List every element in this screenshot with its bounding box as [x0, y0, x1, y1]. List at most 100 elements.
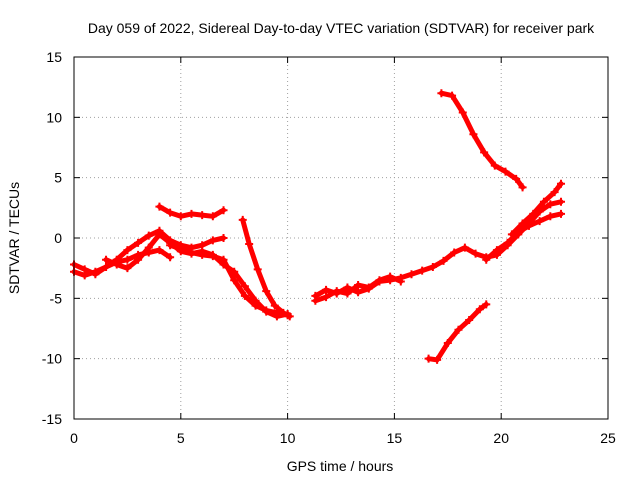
- data-point: [112, 260, 121, 269]
- data-point: [219, 255, 228, 264]
- y-tick-label: -15: [42, 411, 62, 427]
- data-point: [503, 238, 512, 247]
- data-point: [155, 202, 164, 211]
- data-point: [550, 188, 559, 197]
- series-arc-12: [424, 300, 491, 364]
- data-point: [546, 212, 555, 221]
- y-tick-label: 15: [46, 49, 62, 65]
- series-arc-10: [507, 179, 566, 239]
- data-point: [238, 215, 247, 224]
- data-point: [166, 208, 175, 217]
- axis-tick-labels: 0 5 10 15 20 25 -15 -10 -5 0 5 10 15: [42, 49, 616, 446]
- series-arc-4: [155, 202, 228, 221]
- x-tick-label: 0: [70, 430, 78, 446]
- data-point: [448, 91, 457, 100]
- data-point: [465, 316, 474, 325]
- data-point: [539, 197, 548, 206]
- data-point: [460, 243, 469, 252]
- data-point: [490, 161, 499, 170]
- data-point: [433, 355, 442, 364]
- data-point: [482, 255, 491, 264]
- plot-area: [70, 89, 566, 364]
- x-tick-label: 20: [493, 430, 509, 446]
- data-point: [482, 300, 491, 309]
- chart-title: Day 059 of 2022, Sidereal Day-to-day VTE…: [88, 20, 595, 36]
- data-point: [80, 271, 89, 280]
- data-point: [102, 255, 111, 264]
- data-point: [230, 276, 239, 285]
- x-tick-label: 5: [177, 430, 185, 446]
- x-axis-label: GPS time / hours: [287, 458, 394, 474]
- data-point: [91, 267, 100, 276]
- data-point: [475, 305, 484, 314]
- data-point: [253, 265, 262, 274]
- data-point: [240, 291, 249, 300]
- y-tick-label: 5: [54, 170, 62, 186]
- data-point: [354, 288, 363, 297]
- data-point: [507, 230, 516, 239]
- data-point: [208, 252, 217, 261]
- data-point: [176, 212, 185, 221]
- data-point: [501, 167, 510, 176]
- data-point: [262, 287, 271, 296]
- data-point: [524, 221, 533, 230]
- data-point: [208, 212, 217, 221]
- data-point: [270, 301, 279, 310]
- data-point: [166, 253, 175, 262]
- y-tick-label: -5: [50, 290, 63, 306]
- y-tick-label: 0: [54, 230, 62, 246]
- series-arc-8: [311, 272, 405, 305]
- data-point: [343, 289, 352, 298]
- data-point: [458, 108, 467, 117]
- x-tick-label: 25: [600, 430, 616, 446]
- series-arc-11: [437, 89, 527, 192]
- data-point: [262, 306, 271, 315]
- data-point: [219, 206, 228, 215]
- data-point: [322, 293, 331, 302]
- data-point: [176, 244, 185, 253]
- data-point: [134, 238, 143, 247]
- series-line: [509, 181, 564, 237]
- data-point: [454, 325, 463, 334]
- data-point: [535, 217, 544, 226]
- data-point: [407, 270, 416, 279]
- series-arc-6: [238, 215, 294, 321]
- data-point: [439, 256, 448, 265]
- series-line: [71, 247, 173, 278]
- data-point: [557, 179, 566, 188]
- data-point: [123, 246, 132, 255]
- data-point: [480, 148, 489, 157]
- data-point: [512, 174, 521, 183]
- x-tick-label: 15: [387, 430, 403, 446]
- data-point: [208, 236, 217, 245]
- axis-ticks: [73, 56, 609, 420]
- data-point: [245, 240, 254, 249]
- data-point: [187, 209, 196, 218]
- data-point: [311, 296, 320, 305]
- data-point: [557, 209, 566, 218]
- data-point: [198, 250, 207, 259]
- data-point: [144, 243, 153, 252]
- data-point: [332, 287, 341, 296]
- data-point: [428, 262, 437, 271]
- series-arc-5: [166, 241, 292, 320]
- data-point: [386, 272, 395, 281]
- data-point: [418, 266, 427, 275]
- data-point: [471, 249, 480, 258]
- data-point: [354, 281, 363, 290]
- data-point: [144, 231, 153, 240]
- y-tick-label: 10: [46, 109, 62, 125]
- data-point: [279, 308, 288, 317]
- data-point: [166, 241, 175, 250]
- x-tick-label: 10: [280, 430, 296, 446]
- data-point: [450, 248, 459, 257]
- data-point: [375, 276, 384, 285]
- data-point: [322, 285, 331, 294]
- data-point: [469, 130, 478, 139]
- data-point: [198, 211, 207, 220]
- data-point: [155, 230, 164, 239]
- data-point: [443, 338, 452, 347]
- series-arc-2: [70, 246, 175, 280]
